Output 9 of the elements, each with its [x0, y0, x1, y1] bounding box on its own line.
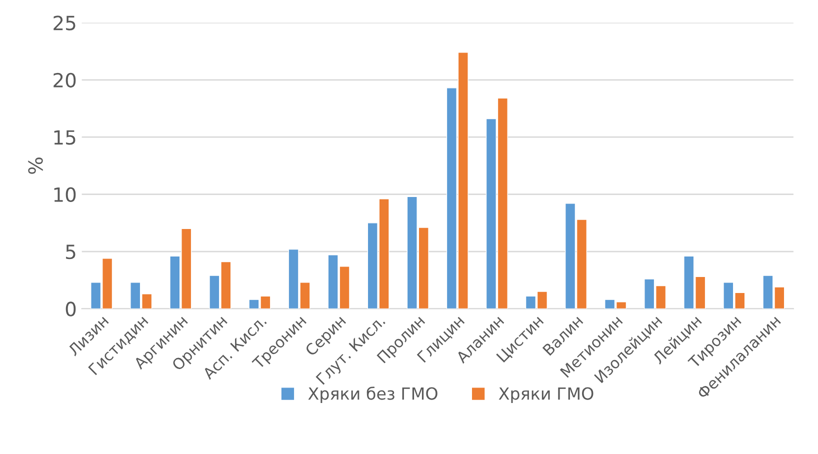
y-axis-title: % [28, 158, 43, 174]
y-tick-label: 20 [54, 72, 76, 88]
y-tick-label: 25 [54, 16, 76, 30]
legend-label: Хряки без ГМО [308, 386, 438, 404]
legend-label: Хряки ГМО [498, 387, 594, 404]
y-tick-label: 0 [66, 302, 76, 316]
y-tick-label: 15 [54, 130, 76, 145]
y-tick-label: 5 [66, 244, 76, 260]
y-tick-label: 10 [54, 187, 76, 202]
